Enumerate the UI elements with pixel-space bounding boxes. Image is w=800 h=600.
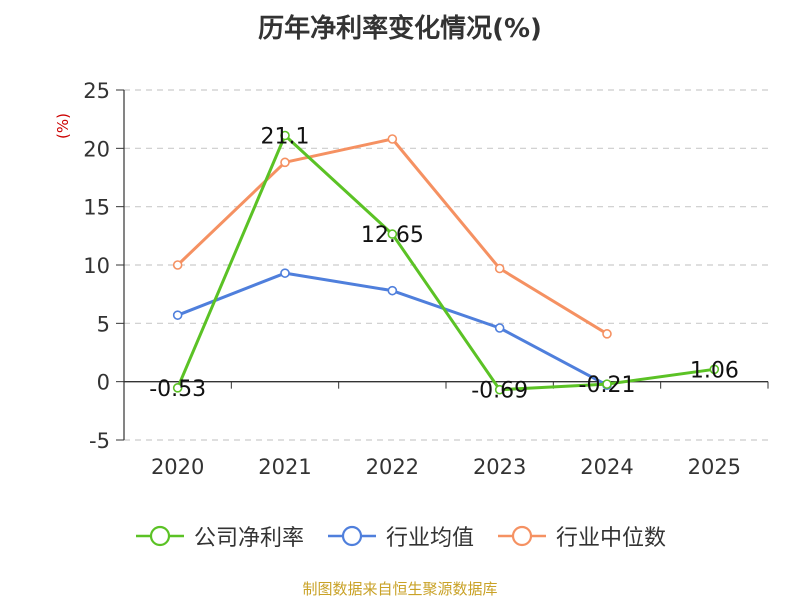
x-tick-label: 2022 bbox=[366, 455, 419, 479]
legend: 公司净利率 行业均值 行业中位数 bbox=[0, 518, 800, 554]
legend-label: 公司净利率 bbox=[193, 526, 304, 551]
legend-item[interactable]: 行业中位数 bbox=[496, 520, 666, 552]
legend-circle bbox=[341, 525, 363, 547]
y-tick-label: 25 bbox=[83, 79, 110, 103]
legend-label: 行业均值 bbox=[385, 526, 474, 551]
x-tick-label: 2023 bbox=[473, 455, 526, 479]
legend-item[interactable]: 行业均值 bbox=[326, 520, 474, 552]
data-point bbox=[280, 268, 290, 278]
legend-circle bbox=[511, 525, 533, 547]
legend-circle bbox=[149, 525, 171, 547]
series-line-0 bbox=[176, 134, 715, 392]
grid-lines bbox=[124, 89, 768, 441]
y-tick-label: 0 bbox=[97, 371, 110, 395]
series-lines bbox=[172, 130, 720, 395]
x-tick-label: 2021 bbox=[258, 455, 311, 479]
data-point bbox=[387, 285, 398, 296]
data-point bbox=[172, 260, 183, 270]
y-tick-label: 20 bbox=[83, 137, 110, 161]
legend-marker-icon bbox=[135, 525, 184, 547]
data-point bbox=[494, 323, 505, 333]
y-tick-label: 15 bbox=[83, 196, 110, 220]
legend-item[interactable]: 公司净利率 bbox=[134, 520, 304, 552]
x-tick-label: 2020 bbox=[151, 455, 204, 479]
y-tick-label: -5 bbox=[89, 429, 110, 453]
legend-marker-icon bbox=[498, 525, 546, 547]
legend-label: 行业中位数 bbox=[556, 526, 667, 551]
data-point bbox=[280, 157, 290, 168]
y-tick-label: 5 bbox=[97, 312, 110, 336]
data-label: -0.53 bbox=[149, 377, 206, 402]
data-point bbox=[387, 229, 398, 239]
data-point bbox=[494, 263, 505, 274]
source-note: 制图数据来自恒生聚源数据库 bbox=[302, 580, 498, 598]
data-label: -0.21 bbox=[579, 373, 636, 398]
data-label: 1.06 bbox=[690, 358, 739, 383]
y-tick-label: 10 bbox=[83, 254, 110, 278]
x-tick-label: 2025 bbox=[688, 455, 741, 479]
data-label: 21.1 bbox=[261, 125, 310, 150]
data-label: -0.69 bbox=[471, 379, 528, 404]
data-label: 12.65 bbox=[361, 223, 424, 248]
legend-marker-icon bbox=[327, 525, 376, 547]
data-labels: -0.53 21.1 12.65 -0.69 -0.21 1.06 bbox=[149, 125, 739, 404]
data-point bbox=[172, 383, 183, 393]
data-point bbox=[387, 134, 398, 144]
data-point bbox=[494, 384, 505, 395]
data-point bbox=[172, 310, 183, 320]
data-point bbox=[709, 364, 720, 375]
data-point bbox=[602, 329, 612, 339]
x-tick-label: 2024 bbox=[580, 455, 633, 479]
data-point bbox=[602, 379, 612, 389]
chart-title: 历年净利率变化情况(%) bbox=[258, 14, 542, 44]
data-point bbox=[280, 130, 290, 141]
y-axis-unit: (%) bbox=[54, 113, 72, 139]
